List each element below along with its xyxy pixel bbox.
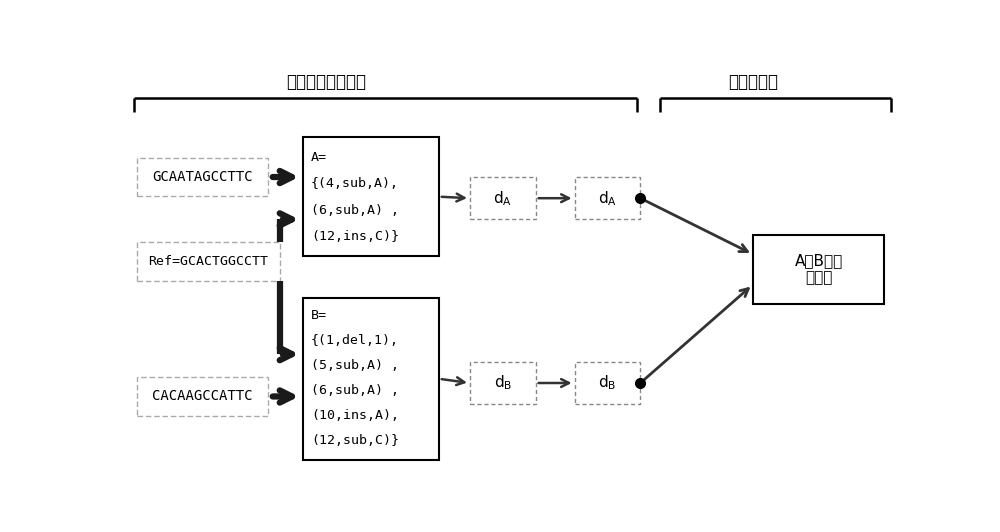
FancyBboxPatch shape xyxy=(470,362,536,404)
Text: (10,ins,A),: (10,ins,A), xyxy=(311,409,399,422)
Text: Ref=GCACTGGCCTT: Ref=GCACTGGCCTT xyxy=(148,255,268,268)
FancyBboxPatch shape xyxy=(574,362,640,404)
FancyBboxPatch shape xyxy=(137,377,268,415)
FancyBboxPatch shape xyxy=(137,158,268,196)
Text: A与B的编
辑距离: A与B的编 辑距离 xyxy=(794,253,843,286)
FancyBboxPatch shape xyxy=(137,243,280,281)
Text: (6,sub,A) ,: (6,sub,A) , xyxy=(311,204,399,217)
Text: B=: B= xyxy=(311,310,327,322)
FancyBboxPatch shape xyxy=(753,235,884,304)
FancyBboxPatch shape xyxy=(303,298,439,460)
Text: {(1,del,1),: {(1,del,1), xyxy=(311,334,399,347)
Text: $\mathrm{d}_\mathrm{B}$: $\mathrm{d}_\mathrm{B}$ xyxy=(494,373,512,393)
Text: $\mathrm{d}_\mathrm{B}$: $\mathrm{d}_\mathrm{B}$ xyxy=(598,373,617,393)
Text: (6,sub,A) ,: (6,sub,A) , xyxy=(311,384,399,397)
Text: 云计算平台: 云计算平台 xyxy=(728,73,778,92)
Text: CACAAGCCATTC: CACAAGCCATTC xyxy=(152,389,253,403)
Text: (12,sub,C)}: (12,sub,C)} xyxy=(311,434,399,447)
Text: $\mathrm{d}_\mathrm{A}$: $\mathrm{d}_\mathrm{A}$ xyxy=(493,189,512,207)
FancyBboxPatch shape xyxy=(574,177,640,219)
Text: GCAATAGCCTTC: GCAATAGCCTTC xyxy=(152,170,253,184)
Text: (12,ins,C)}: (12,ins,C)} xyxy=(311,230,399,244)
Text: 云环境下的客户端: 云环境下的客户端 xyxy=(287,73,366,92)
Text: A=: A= xyxy=(311,151,327,164)
Text: (5,sub,A) ,: (5,sub,A) , xyxy=(311,359,399,372)
Text: {(4,sub,A),: {(4,sub,A), xyxy=(311,177,399,190)
Text: $\mathrm{d}_\mathrm{A}$: $\mathrm{d}_\mathrm{A}$ xyxy=(598,189,617,207)
FancyBboxPatch shape xyxy=(303,137,439,256)
FancyBboxPatch shape xyxy=(470,177,536,219)
